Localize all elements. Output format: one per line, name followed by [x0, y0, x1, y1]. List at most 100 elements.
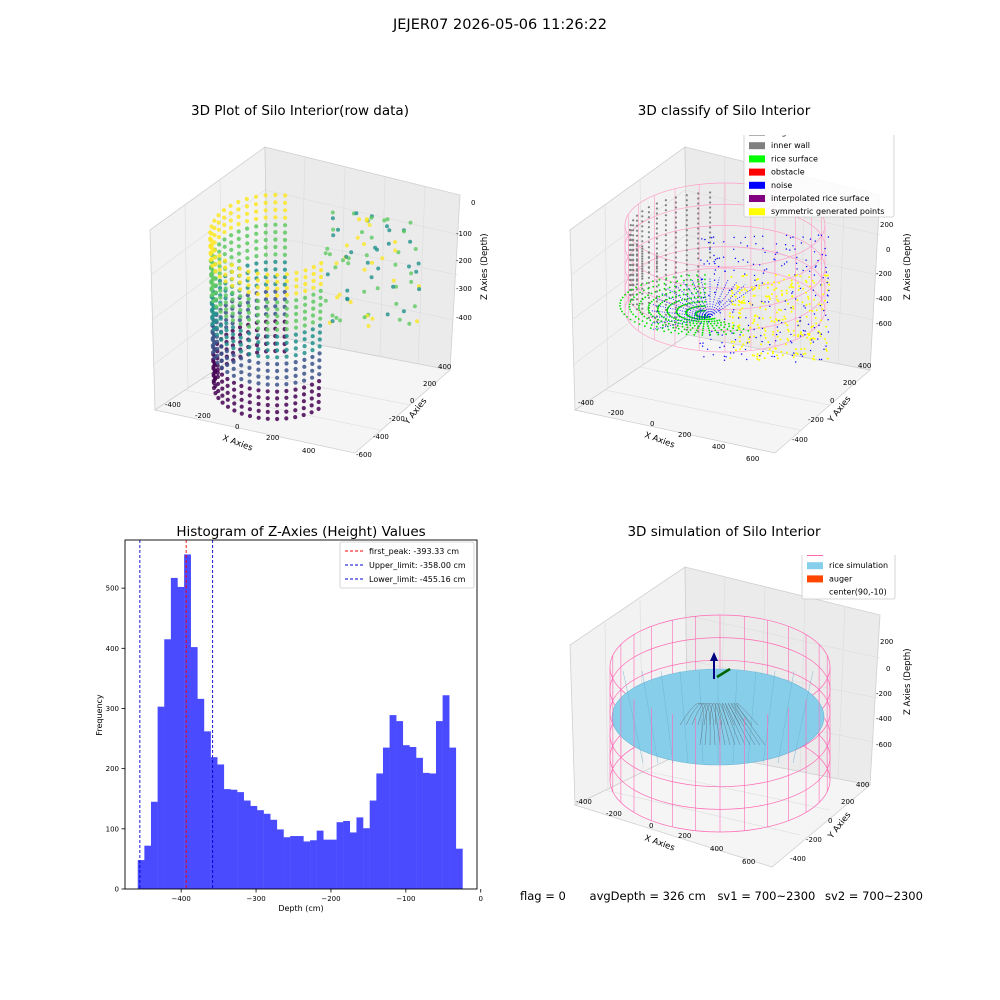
rice-point: [674, 321, 676, 324]
wall-point: [647, 281, 650, 284]
noise-point: [796, 268, 798, 270]
symmetric-point: [799, 332, 802, 335]
wall-point: [685, 214, 688, 217]
symmetric-point: [758, 284, 761, 287]
wall-point: [629, 258, 632, 261]
symmetric-point: [805, 303, 808, 306]
symmetric-point: [796, 282, 799, 285]
raw-point: [349, 250, 354, 255]
wall-point: [685, 209, 688, 212]
wall-point: [635, 288, 639, 291]
raw-point: [311, 265, 316, 270]
symmetric-point: [786, 324, 789, 327]
rice-point: [646, 317, 648, 320]
wall-point: [635, 253, 639, 256]
symmetric-point: [778, 281, 781, 284]
raw-point: [310, 313, 316, 318]
raw-point: [256, 381, 261, 386]
symmetric-point: [732, 344, 735, 347]
raw-point: [284, 368, 289, 373]
raw-point: [284, 382, 289, 387]
symmetric-point: [810, 326, 813, 329]
raw-point: [220, 379, 225, 384]
wall-point: [697, 237, 700, 240]
raw-point: [382, 218, 387, 223]
raw-point: [282, 252, 287, 257]
symmetric-point: [824, 274, 826, 277]
rice-point: [695, 320, 698, 323]
raw-point: [310, 375, 315, 380]
symmetric-point: [807, 295, 810, 298]
wall-point: [664, 214, 667, 217]
noise-point: [704, 238, 706, 241]
raw-point: [273, 222, 278, 227]
y-tick: 0: [830, 397, 834, 405]
raw-point: [253, 194, 259, 199]
noise-point: [801, 355, 804, 357]
raw-point: [247, 331, 252, 336]
raw-point: [293, 380, 298, 385]
rice-point: [639, 291, 641, 294]
rice-point: [632, 313, 634, 316]
raw-point: [310, 361, 315, 366]
wall-point: [641, 210, 644, 213]
wall-point: [709, 236, 712, 239]
y-tick: -600: [356, 451, 372, 459]
rice-point: [714, 329, 717, 332]
symmetric-point: [775, 295, 778, 298]
rice-point: [682, 293, 685, 296]
wall-point: [655, 300, 658, 303]
noise-point: [707, 321, 710, 323]
wall-point: [647, 271, 650, 274]
wall-point: [697, 227, 700, 230]
noise-point: [762, 350, 764, 353]
raw-point: [230, 336, 235, 341]
raw-point: [212, 248, 217, 253]
raw-point: [255, 271, 260, 276]
rice-point: [736, 329, 739, 332]
raw-point: [256, 388, 261, 393]
raw-point: [217, 264, 222, 269]
symmetric-point: [780, 289, 783, 292]
rice-mesh-line: [622, 670, 644, 764]
raw-point: [214, 325, 219, 330]
noise-point: [703, 356, 705, 358]
rice-point: [621, 296, 624, 299]
raw-point: [253, 202, 259, 207]
wall-point: [629, 248, 632, 251]
z-tick: 200: [880, 221, 893, 229]
noise-point: [795, 298, 797, 300]
y-tick: 200: [843, 379, 856, 387]
y-tick: -400: [373, 433, 389, 441]
raw-point: [255, 298, 260, 304]
rice-point: [628, 303, 631, 306]
rice-point: [660, 320, 663, 322]
wall-point: [697, 232, 700, 235]
wall-point: [632, 248, 635, 251]
raw-point: [293, 373, 298, 378]
raw-point: [238, 321, 243, 326]
rice-point: [658, 295, 661, 298]
raw-point: [301, 406, 306, 411]
wall-point: [641, 255, 644, 258]
raw-point: [293, 401, 298, 406]
noise-point: [820, 333, 823, 335]
wall-point: [655, 267, 658, 270]
noise-point: [776, 326, 779, 328]
wall-point: [635, 263, 639, 266]
symmetric-point: [738, 301, 741, 303]
raw-point: [256, 353, 261, 359]
raw-point: [238, 301, 243, 306]
z-tick: 0: [886, 246, 890, 254]
wall-point: [655, 265, 658, 268]
symmetric-point: [737, 286, 740, 289]
raw-point: [254, 209, 259, 214]
raw-point: [265, 320, 270, 325]
wall-point: [629, 238, 632, 241]
histogram-bar: [349, 832, 357, 889]
wall-point: [685, 194, 688, 197]
noise-point: [825, 254, 827, 256]
raw-point: [263, 215, 268, 220]
raw-point: [230, 328, 235, 333]
noise-point: [802, 236, 804, 238]
